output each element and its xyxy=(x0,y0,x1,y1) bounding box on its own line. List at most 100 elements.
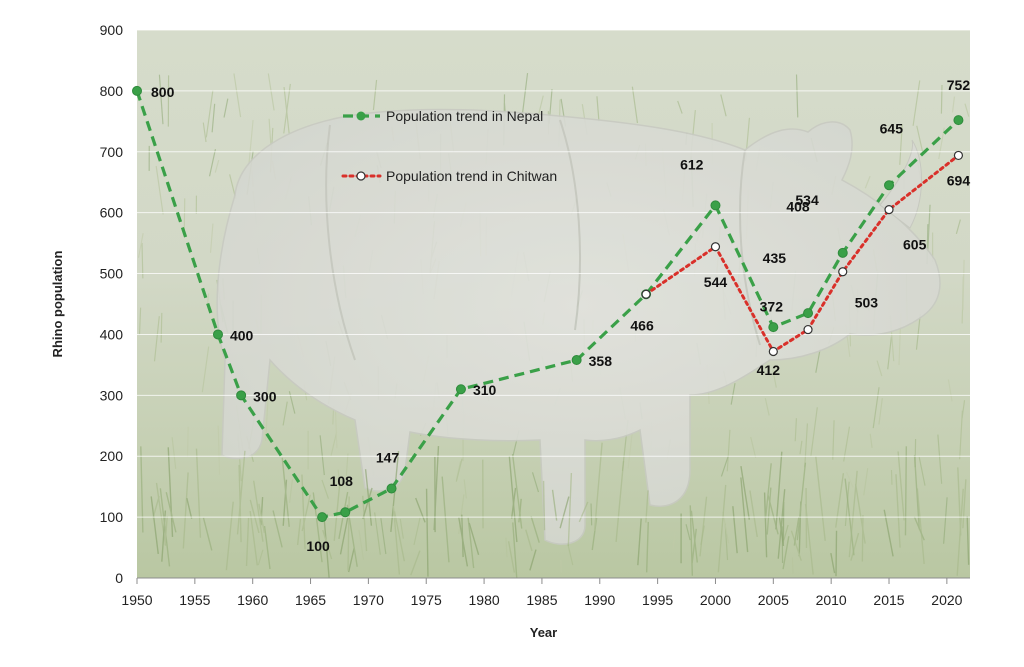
rhino-body xyxy=(216,108,941,545)
grass-blade xyxy=(399,518,404,539)
rhino-skin-fold xyxy=(559,119,581,331)
grass-blade xyxy=(567,472,573,547)
grass-blade xyxy=(463,479,467,499)
grass-blade xyxy=(815,348,821,373)
grass-blade xyxy=(138,307,142,335)
data-label-nepal: 358 xyxy=(589,353,613,369)
data-point-nepal xyxy=(953,115,964,126)
x-tick-label: 1960 xyxy=(237,592,268,608)
grass-blade xyxy=(777,489,786,559)
grass-blade xyxy=(296,518,302,546)
series xyxy=(132,85,964,523)
grass-blade xyxy=(645,521,649,573)
grass-blade xyxy=(872,387,880,429)
x-tick-label: 1995 xyxy=(642,592,673,608)
grass-blade xyxy=(677,100,683,114)
grass-blade xyxy=(878,398,883,425)
axes: 0 100 200 300 400 500 600 700 800 900 1950 1955 1960… xyxy=(50,22,970,640)
data-label-nepal: 645 xyxy=(880,120,904,136)
data-label-chitwan: 408 xyxy=(786,199,810,215)
data-label-chitwan: 372 xyxy=(760,298,784,314)
grass-blade xyxy=(258,503,266,533)
grass-blade xyxy=(507,541,516,573)
data-labels: 800 400 300 100 108 147 310 358 466 612 412 435 534 6… xyxy=(151,77,970,554)
grass-blade xyxy=(559,496,570,529)
data-label-chitwan: 544 xyxy=(704,274,728,290)
grass-blade xyxy=(413,517,421,546)
grass-blade xyxy=(530,515,540,543)
grass-blade xyxy=(830,552,836,574)
grass-blade xyxy=(337,469,341,487)
grass-blade xyxy=(810,407,818,457)
grass-blade xyxy=(252,480,264,542)
grass-blade xyxy=(323,513,330,578)
grass-blade xyxy=(525,529,533,552)
data-point-nepal xyxy=(317,512,328,523)
grass-blade xyxy=(217,425,221,475)
grass-blade xyxy=(283,87,290,135)
grass-blade xyxy=(815,456,826,541)
grass-blade xyxy=(627,428,634,469)
grass-blade xyxy=(538,95,544,115)
grass-blade xyxy=(955,219,961,235)
data-point-chitwan xyxy=(768,346,778,357)
grass-blade xyxy=(433,446,440,531)
grass-blade xyxy=(521,72,529,120)
grass-blade xyxy=(282,401,288,426)
grass-blade xyxy=(897,451,905,521)
grass-blade xyxy=(691,528,697,564)
x-tick-label: 1985 xyxy=(526,592,557,608)
grass-blade xyxy=(916,488,925,565)
grass-blade xyxy=(364,469,373,526)
data-label-nepal: 466 xyxy=(630,317,654,333)
grass-blade xyxy=(372,79,378,111)
legend-label-nepal: Population trend in Nepal xyxy=(386,108,543,124)
grass-blade xyxy=(720,94,727,117)
y-tick-label: 0 xyxy=(115,570,123,586)
grass-blade xyxy=(141,242,144,279)
x-tick-label: 2015 xyxy=(873,592,904,608)
grass-blade xyxy=(720,456,729,477)
y-tick-label: 800 xyxy=(100,83,124,99)
grass-blade xyxy=(832,420,835,460)
grass-blade xyxy=(726,429,731,472)
x-tick-label: 2005 xyxy=(758,592,789,608)
data-point-chitwan xyxy=(710,242,721,252)
grass-blade xyxy=(508,456,518,543)
grass-blade xyxy=(844,481,850,527)
grass-blade xyxy=(330,431,338,457)
y-tick-label: 600 xyxy=(100,205,124,221)
grass-blade xyxy=(347,547,355,573)
grass-blade xyxy=(962,259,965,310)
grass-blade xyxy=(415,497,426,523)
x-tick-label: 2020 xyxy=(931,592,962,608)
grass-blade xyxy=(301,494,311,532)
grass-blade xyxy=(195,448,202,538)
grass-blade xyxy=(288,479,294,504)
rhino-silhouette xyxy=(216,108,941,545)
data-label-nepal: 534 xyxy=(795,192,819,208)
grass-blade xyxy=(362,495,368,552)
y-axis-title: Rhino population xyxy=(50,251,65,358)
grass-blade xyxy=(850,532,860,561)
grass-blade xyxy=(362,487,373,520)
grass-blade xyxy=(766,487,772,535)
data-point-nepal xyxy=(455,384,466,395)
grass-blade xyxy=(794,418,798,442)
grass-blade xyxy=(916,125,924,152)
grass-blade xyxy=(895,474,901,548)
grass-blade xyxy=(283,83,291,134)
data-label-nepal: 435 xyxy=(763,250,787,266)
x-tick-label: 1980 xyxy=(469,592,500,608)
grass-blade xyxy=(795,74,799,118)
foreground-grass xyxy=(140,442,970,578)
grass-blade xyxy=(245,517,250,567)
grass-blade xyxy=(835,530,838,577)
grass-blade xyxy=(966,516,970,565)
data-label-nepal: 300 xyxy=(253,388,277,404)
data-label-nepal: 412 xyxy=(757,362,781,378)
grass-blade xyxy=(158,74,164,125)
grass-blade xyxy=(182,472,189,549)
grass-blade xyxy=(947,379,953,402)
grass-blade xyxy=(913,516,925,541)
